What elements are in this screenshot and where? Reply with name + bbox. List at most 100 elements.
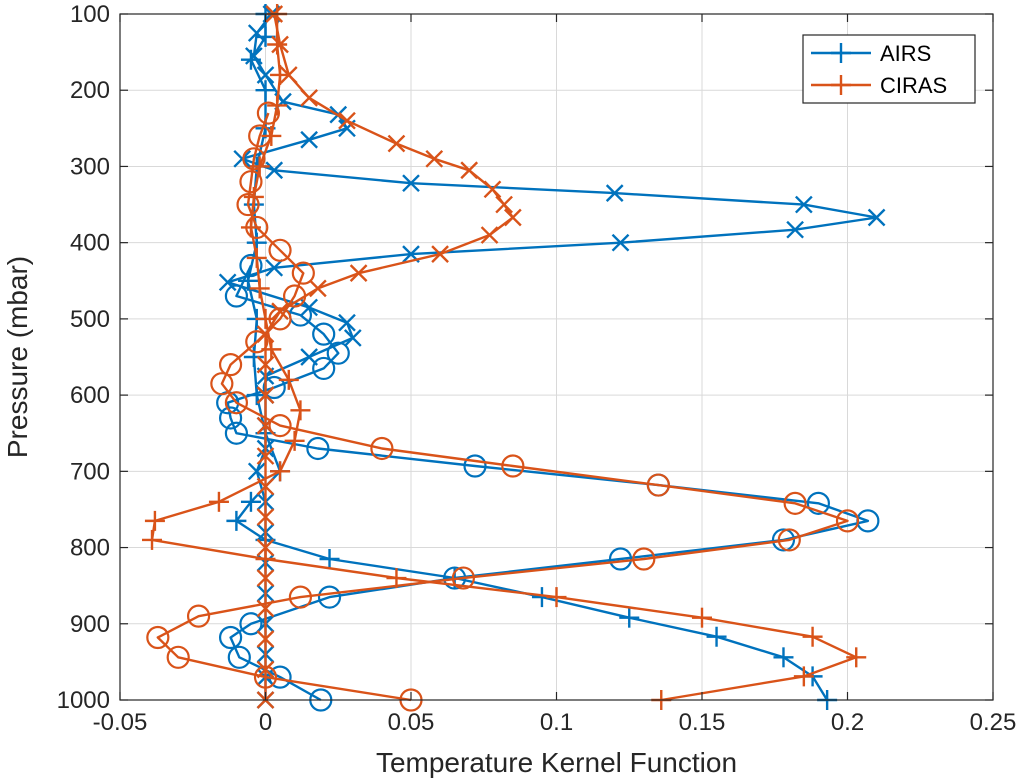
data-point-airs-x (233, 149, 252, 168)
data-point-ciras-circle (501, 454, 525, 478)
data-point-ciras-circle (245, 215, 269, 240)
x-marker-b (483, 180, 502, 199)
x-tick-label: 0.05 (388, 709, 435, 736)
data-point-ciras-circle (166, 645, 190, 669)
y-tick-label: 400 (70, 230, 110, 257)
x-marker-b (480, 226, 499, 244)
data-point-ciras-circle (218, 353, 243, 377)
data-point-ciras-plus (846, 647, 867, 668)
data-point-ciras-x (256, 508, 275, 526)
data-point-airs-circle (224, 421, 248, 445)
data-point-airs-x (265, 258, 284, 277)
x-marker-b (402, 174, 420, 193)
data-point-airs-plus (240, 491, 261, 512)
data-point-airs-x (611, 233, 630, 252)
data-point-ciras-x (279, 66, 298, 84)
data-point-airs-circle (463, 454, 487, 478)
data-point-ciras-x (256, 538, 275, 557)
data-point-airs-x (300, 130, 318, 149)
x-marker-b (256, 66, 275, 84)
x-marker-b (611, 233, 630, 252)
data-point-airs-circle (806, 491, 831, 515)
data-point-ciras-plus (270, 461, 291, 482)
data-point-ciras-x (271, 302, 289, 321)
x-marker-b (247, 462, 266, 481)
data-point-ciras-plus (249, 278, 270, 299)
data-point-airs-circle (218, 406, 243, 430)
data-point-ciras-plus (246, 247, 267, 268)
data-point-ciras-x (349, 264, 368, 283)
legend: AIRS CIRAS (802, 34, 976, 104)
data-point-ciras-circle (224, 391, 248, 415)
data-point-ciras-plus (290, 400, 311, 421)
data-point-ciras-x (256, 386, 275, 404)
data-point-ciras-plus (142, 529, 163, 550)
data-point-airs-plus (226, 510, 247, 531)
data-point-ciras-x (431, 245, 449, 263)
x-tick-label: 0 (259, 709, 272, 736)
data-point-airs-x (245, 47, 263, 65)
data-point-ciras-circle (370, 436, 394, 461)
data-point-airs-circle (608, 547, 633, 571)
x-marker-b (279, 66, 298, 84)
x-tick-label: 0.15 (679, 709, 726, 736)
data-point-airs-x (343, 329, 362, 347)
data-point-airs-x (338, 313, 356, 332)
data-point-ciras-circle (646, 473, 670, 497)
data-point-airs-circle (312, 356, 336, 381)
data-point-airs-plus (773, 647, 794, 668)
x-marker-b (460, 161, 479, 180)
data-point-ciras-circle (242, 147, 266, 171)
data-point-ciras-circle (283, 284, 307, 308)
data-point-ciras-circle (835, 509, 860, 533)
data-point-airs-circle (239, 612, 263, 636)
legend-item-ciras: CIRAS (811, 73, 947, 98)
x-marker-b (402, 245, 420, 263)
data-point-airs-circle (306, 436, 330, 461)
data-point-ciras-circle (248, 124, 272, 148)
data-point-ciras-x (504, 208, 522, 227)
tick-marks (119, 13, 994, 701)
x-tick-label: 0.25 (970, 709, 1017, 736)
y-tick-label: 900 (70, 611, 110, 638)
x-marker-b (338, 111, 356, 130)
legend-item-airs: AIRS (811, 41, 931, 66)
data-point-ciras-circle (146, 625, 170, 650)
y-tick-label: 600 (70, 382, 110, 409)
x-tick-label: -0.05 (93, 709, 148, 736)
data-point-ciras-x (387, 134, 406, 153)
x-marker-b (425, 149, 444, 168)
data-point-ciras-x (271, 35, 289, 54)
data-point-ciras-circle (268, 307, 292, 331)
data-point-ciras-circle (632, 547, 656, 571)
data-point-ciras-circle (210, 372, 234, 396)
data-point-airs-circle (312, 322, 336, 346)
x-marker-b (431, 245, 449, 263)
data-point-ciras-plus (546, 587, 567, 608)
x-marker-b (256, 569, 275, 587)
data-point-airs-circle (771, 528, 796, 552)
data-point-ciras-circle (291, 261, 315, 285)
y-tick-label: 100 (70, 1, 110, 28)
legend-box (802, 34, 976, 104)
legend-label: CIRAS (880, 73, 947, 98)
data-point-ciras-circle (288, 585, 313, 609)
data-point-ciras-circle (451, 566, 475, 590)
data-point-airs-x (605, 184, 624, 202)
data-point-ciras-x (256, 569, 275, 587)
data-point-ciras-circle (268, 238, 292, 262)
x-marker-b (343, 329, 362, 347)
data-point-ciras-plus (144, 510, 165, 531)
y-tick-label: 700 (70, 458, 110, 485)
data-point-ciras-circle (236, 192, 260, 217)
data-point-airs-x (265, 161, 284, 180)
x-axis-title: Temperature Kernel Function (376, 747, 737, 778)
x-marker-b (256, 477, 275, 496)
data-point-airs-x (795, 195, 813, 214)
data-point-airs-x (247, 24, 266, 42)
data-point-airs-circle (227, 645, 251, 669)
data-point-ciras-plus (208, 491, 229, 512)
data-point-ciras-circle (256, 101, 281, 125)
y-tick-label: 1000 (57, 687, 110, 714)
